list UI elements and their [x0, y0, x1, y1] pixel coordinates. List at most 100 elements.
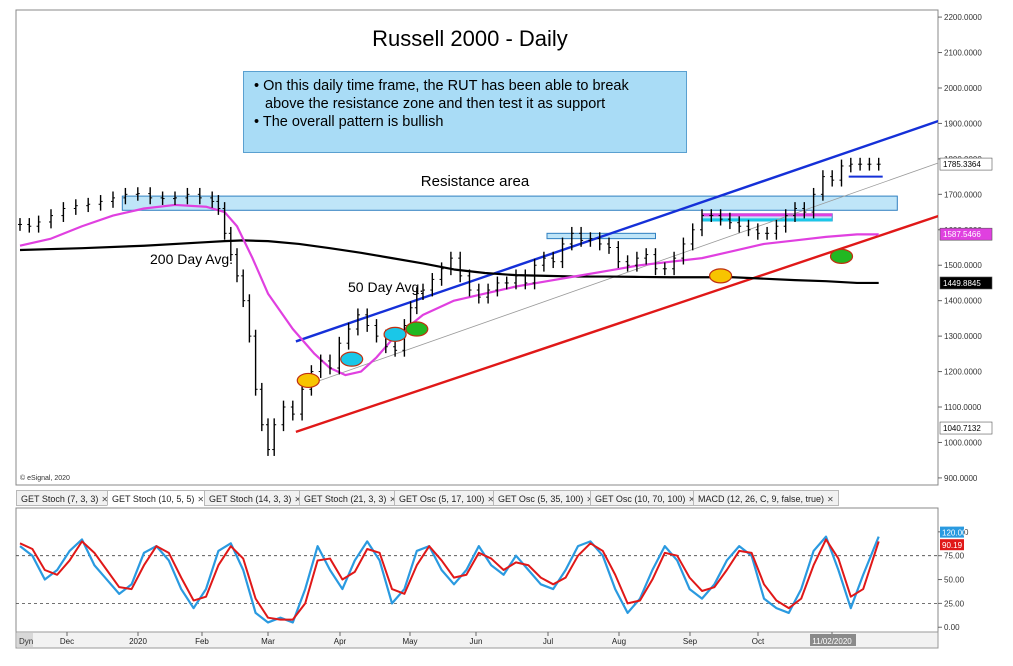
time-tick-label: Dec — [60, 637, 74, 646]
tab-label: GET Osc (5, 17, 100) — [399, 494, 485, 504]
close-icon[interactable]: ✕ — [294, 495, 302, 504]
tab-label: GET Stoch (7, 3, 3) — [21, 494, 99, 504]
time-tick-label: Apr — [334, 637, 347, 646]
tab-stoch-10-5-5[interactable]: GET Stoch (10, 5, 5) ✕ — [107, 490, 210, 506]
highlight-circle — [296, 372, 320, 389]
highlight-circle — [829, 248, 854, 264]
osc-tick-label: 0.00 — [944, 623, 960, 632]
price-flag-label: 1040.7132 — [943, 424, 981, 433]
close-icon[interactable]: ✕ — [101, 495, 109, 504]
resistance-label: Resistance area — [421, 173, 530, 190]
time-tick-label: Jun — [470, 637, 483, 646]
oscillator-panel — [15, 507, 939, 633]
date-cursor — [810, 634, 856, 646]
tab-label: GET Stoch (21, 3, 3) — [304, 494, 387, 504]
highlight-circle — [340, 351, 364, 367]
osc-red-line — [19, 538, 880, 621]
price-tick-label: 1100.0000 — [944, 403, 982, 412]
osc-flag-label: 120.00 — [942, 529, 967, 538]
price-bars-layer — [18, 157, 883, 456]
price-flag — [939, 227, 993, 241]
price-flag — [939, 421, 993, 435]
osc-tick-label: 75.00 — [944, 552, 965, 561]
trendlines-layer — [295, 119, 938, 433]
tab-macd[interactable]: MACD (12, 26, C, 9, false, true) ✕ — [693, 490, 839, 506]
tab-osc-5-35-100[interactable]: GET Osc (5, 35, 100)✕ — [493, 490, 599, 506]
zone-resistance — [121, 195, 898, 211]
annotation-line-2: above the resistance zone and then test … — [265, 96, 606, 112]
oscillator-flags: 90.19 120.00 — [940, 526, 967, 551]
price-flags: 1785.3364 1587.5466 1449.8845 1040.7132 — [939, 157, 993, 435]
tab-label: MACD (12, 26, C, 9, false, true) — [698, 494, 825, 504]
close-icon[interactable]: ✕ — [688, 495, 696, 504]
price-tick-label: 2100.0000 — [944, 49, 982, 58]
price-flag — [939, 157, 993, 171]
tab-label: GET Osc (5, 35, 100) — [498, 494, 584, 504]
osc-flag-label: 90.19 — [942, 541, 963, 550]
dyn-button[interactable] — [17, 633, 33, 647]
price-tick-label: 1200.0000 — [944, 368, 982, 377]
time-tick-label: 11/02/2020 — [812, 637, 852, 646]
circles-layer — [296, 248, 854, 389]
price-tick-label: 1400.0000 — [944, 297, 982, 306]
ma50-line — [19, 203, 879, 377]
price-tick-label: 1900.0000 — [944, 119, 982, 128]
close-icon[interactable]: ✕ — [197, 495, 205, 504]
highlight-circle — [708, 268, 733, 284]
osc-tick-label: 50.00 — [944, 576, 965, 585]
ma50-label: 50 Day Avg. — [348, 279, 423, 295]
tab-label: GET Stoch (10, 5, 5) — [112, 494, 195, 504]
close-icon[interactable]: ✕ — [827, 495, 834, 504]
close-icon[interactable]: ✕ — [487, 495, 495, 504]
annotation-line-1: • On this daily time frame, the RUT has … — [254, 78, 629, 94]
price-flag-label: 1449.8845 — [943, 279, 981, 288]
oscillator-lines — [19, 535, 880, 624]
tab-osc-10-70-100[interactable]: GET Osc (10, 70, 100) ✕ — [590, 490, 701, 506]
copyright-label: © eSignal, 2020 — [20, 474, 70, 482]
trendline-upper — [295, 119, 938, 343]
time-tick-label: May — [402, 637, 417, 646]
price-flag — [939, 276, 993, 290]
price-tick-label: 900.0000 — [944, 474, 978, 483]
osc-tick-label: 25.00 — [944, 599, 965, 608]
tab-label: GET Stoch (14, 3, 3) — [209, 494, 292, 504]
osc-flag — [940, 539, 964, 551]
price-tick-label: 1300.0000 — [944, 332, 982, 341]
price-flag-label: 1587.5466 — [943, 230, 981, 239]
time-tick-label: Aug — [612, 637, 626, 646]
price-tick-label: 1700.0000 — [944, 190, 982, 199]
time-tick-label: Feb — [195, 637, 209, 646]
tab-label: GET Osc (10, 70, 100) — [595, 494, 686, 504]
tab-stoch-14-3-3[interactable]: GET Stoch (14, 3, 3) ✕ — [204, 490, 307, 506]
ma200-label: 200 Day Avg. — [150, 251, 233, 267]
time-tick-label: Sep — [683, 637, 698, 646]
time-tick-label: Oct — [752, 637, 765, 646]
close-icon[interactable]: ✕ — [389, 495, 397, 504]
price-tick-label: 2000.0000 — [944, 84, 982, 93]
trendline-lower — [295, 214, 938, 433]
osc-flag — [940, 526, 964, 538]
highlight-circle — [405, 321, 429, 337]
price-tick-label: 1500.0000 — [944, 261, 982, 270]
tab-osc-5-17-100[interactable]: GET Osc (5, 17, 100) ✕ — [394, 490, 500, 506]
tab-stoch-7-3-3[interactable]: GET Stoch (7, 3, 3) ✕ — [16, 490, 114, 506]
trendline-mid — [305, 162, 938, 387]
price-axis: 900.0000 1000.0000 1100.0000 1200.0000 1300.… — [938, 13, 982, 483]
indicator-tabs: GET Stoch (7, 3, 3) ✕ GET Stoch (10, 5, 5… — [16, 490, 938, 508]
price-tick-label: 1000.0000 — [944, 438, 982, 447]
dyn-label: Dyn — [19, 637, 33, 646]
time-axis-ticks: Dec 2020 Feb Mar Apr May Jun Jul Aug Sep Oct 11/02/… — [60, 632, 856, 646]
osc-blue-line — [19, 535, 880, 624]
annotation-box: • On this daily time frame, the RUT has … — [243, 71, 687, 153]
time-tick-label: 2020 — [129, 637, 147, 646]
chart-title: Russell 2000 - Daily — [372, 26, 568, 51]
close-icon[interactable]: ✕ — [586, 495, 593, 504]
annotation-line-3: • The overall pattern is bullish — [254, 114, 444, 130]
time-axis — [15, 631, 939, 649]
tab-stoch-21-3-3[interactable]: GET Stoch (21, 3, 3) ✕ — [299, 490, 402, 506]
price-tick-label: 2200.0000 — [944, 13, 982, 22]
time-tick-label: Jul — [543, 637, 553, 646]
time-tick-label: Mar — [261, 637, 275, 646]
price-flag-label: 1785.3364 — [943, 160, 981, 169]
